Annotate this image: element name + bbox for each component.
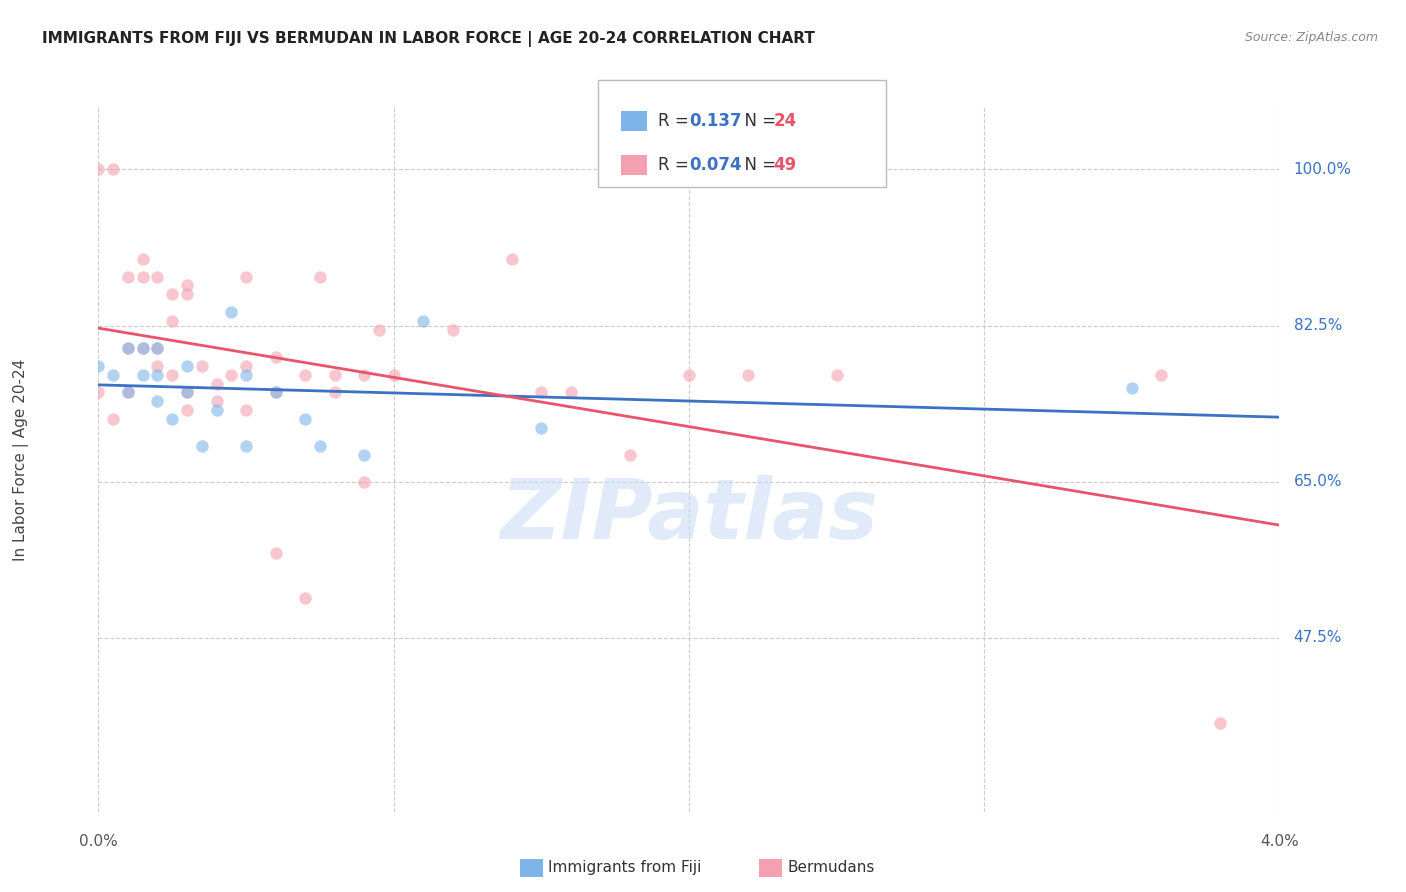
Point xyxy=(530,421,553,435)
Point xyxy=(132,341,155,355)
Point xyxy=(162,412,183,426)
Text: 49: 49 xyxy=(773,156,797,174)
Point xyxy=(162,314,183,328)
Point xyxy=(1150,368,1173,382)
Point xyxy=(146,341,169,355)
Point xyxy=(353,475,375,489)
Point xyxy=(737,368,759,382)
Point xyxy=(353,448,375,462)
Text: 47.5%: 47.5% xyxy=(1294,631,1341,645)
Point xyxy=(176,385,198,400)
Text: 82.5%: 82.5% xyxy=(1294,318,1341,333)
Point xyxy=(205,394,228,409)
Point xyxy=(191,439,214,453)
Point xyxy=(235,359,257,373)
Point xyxy=(117,385,139,400)
Point xyxy=(294,412,316,426)
Text: Bermudans: Bermudans xyxy=(787,860,875,874)
Point xyxy=(412,314,434,328)
Point xyxy=(176,385,198,400)
Point xyxy=(132,368,155,382)
Text: 100.0%: 100.0% xyxy=(1294,162,1351,177)
Point xyxy=(294,591,316,605)
Text: N =: N = xyxy=(734,156,782,174)
Point xyxy=(146,394,169,409)
Point xyxy=(235,269,257,284)
Text: 0.0%: 0.0% xyxy=(79,834,118,849)
Point xyxy=(264,385,287,400)
Point xyxy=(678,368,700,382)
Point xyxy=(368,323,391,337)
Text: Source: ZipAtlas.com: Source: ZipAtlas.com xyxy=(1244,31,1378,45)
Point xyxy=(176,287,198,301)
Text: Immigrants from Fiji: Immigrants from Fiji xyxy=(548,860,702,874)
Point xyxy=(103,368,125,382)
Point xyxy=(309,439,332,453)
Point xyxy=(87,359,110,373)
Text: ZIPatlas: ZIPatlas xyxy=(501,475,877,557)
Point xyxy=(221,305,243,319)
Point xyxy=(117,341,139,355)
Point xyxy=(264,350,287,364)
Point xyxy=(132,341,155,355)
Point xyxy=(176,278,198,293)
Text: R =: R = xyxy=(658,156,695,174)
Point xyxy=(132,252,155,266)
Point xyxy=(146,341,169,355)
Point xyxy=(323,385,346,400)
Point xyxy=(501,252,523,266)
Point xyxy=(323,368,346,382)
Point xyxy=(176,359,198,373)
Text: 0.137: 0.137 xyxy=(689,112,741,130)
Point xyxy=(162,287,183,301)
Point xyxy=(146,269,169,284)
Text: N =: N = xyxy=(734,112,782,130)
Text: R =: R = xyxy=(658,112,695,130)
Point xyxy=(117,269,139,284)
Point xyxy=(191,359,214,373)
Point xyxy=(235,403,257,417)
Point xyxy=(103,162,125,177)
Point xyxy=(176,403,198,417)
Point xyxy=(162,368,183,382)
Text: In Labor Force | Age 20-24: In Labor Force | Age 20-24 xyxy=(13,359,30,560)
Text: IMMIGRANTS FROM FIJI VS BERMUDAN IN LABOR FORCE | AGE 20-24 CORRELATION CHART: IMMIGRANTS FROM FIJI VS BERMUDAN IN LABO… xyxy=(42,31,815,47)
Point xyxy=(441,323,464,337)
Point xyxy=(87,162,110,177)
Point xyxy=(205,403,228,417)
Point xyxy=(132,269,155,284)
Point xyxy=(530,385,553,400)
Point xyxy=(309,269,332,284)
Point xyxy=(87,385,110,400)
Point xyxy=(560,385,582,400)
Point xyxy=(264,385,287,400)
Point xyxy=(103,412,125,426)
Text: 65.0%: 65.0% xyxy=(1294,475,1341,489)
Point xyxy=(146,359,169,373)
Point xyxy=(117,341,139,355)
Point xyxy=(382,368,405,382)
Point xyxy=(1209,715,1232,730)
Point xyxy=(825,368,848,382)
Point xyxy=(235,439,257,453)
Point xyxy=(1121,381,1143,395)
Point xyxy=(146,368,169,382)
Point xyxy=(619,448,641,462)
Point xyxy=(117,385,139,400)
Point xyxy=(205,376,228,391)
Point xyxy=(294,368,316,382)
Point xyxy=(353,368,375,382)
Point xyxy=(235,368,257,382)
Text: 24: 24 xyxy=(773,112,797,130)
Text: 0.074: 0.074 xyxy=(689,156,741,174)
Text: 4.0%: 4.0% xyxy=(1260,834,1299,849)
Point xyxy=(264,546,287,560)
Point xyxy=(221,368,243,382)
